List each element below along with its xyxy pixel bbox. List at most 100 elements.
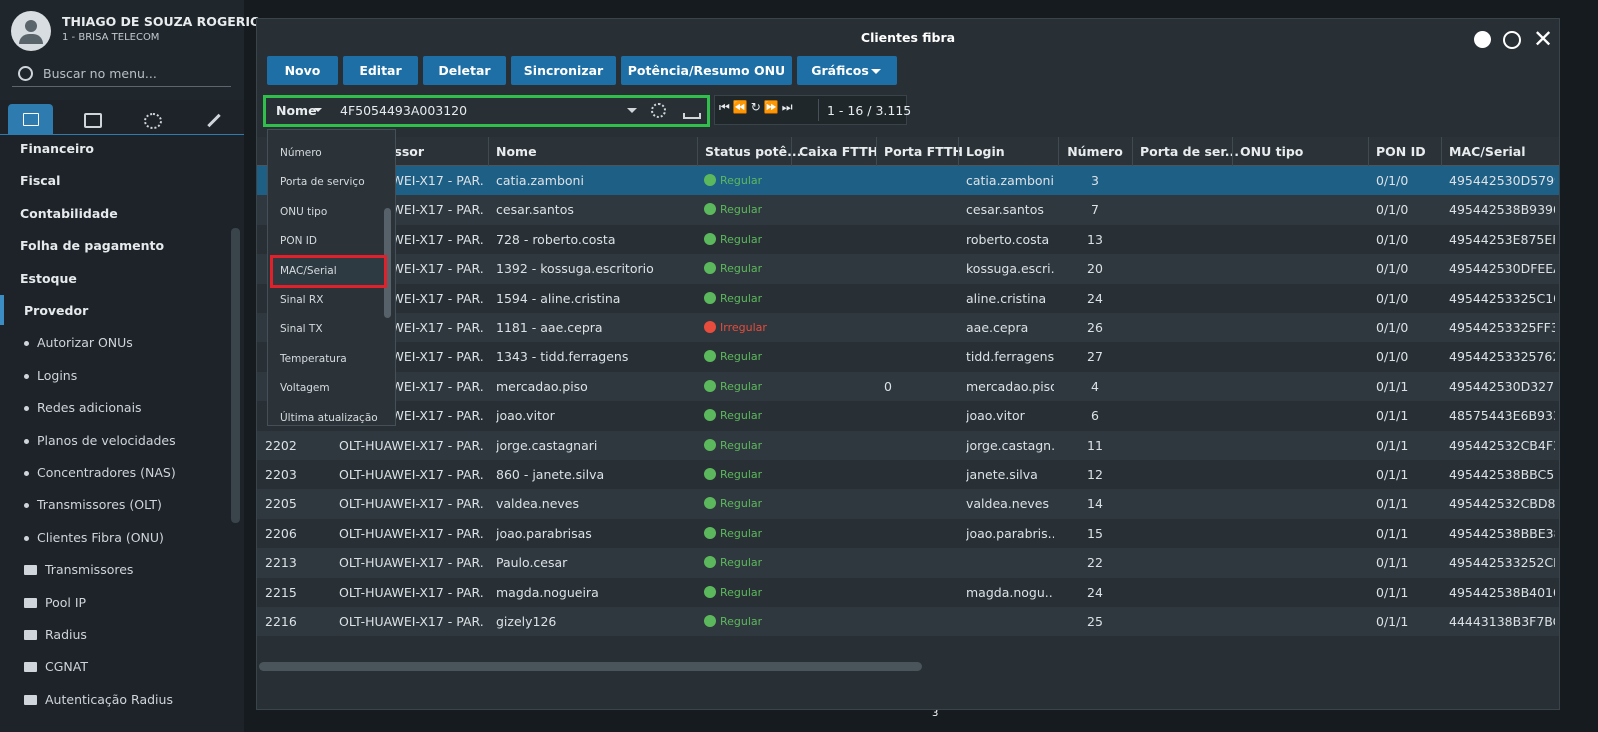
search-input[interactable]: Buscar no menu... [43,66,157,81]
settings-icon[interactable] [651,103,666,118]
column-header[interactable]: Porta FTTH [884,144,964,159]
column-header[interactable]: MAC/Serial [1449,144,1526,159]
column-header[interactable]: Número [1067,144,1123,159]
dropdown-option[interactable]: Porta de serviço [280,176,365,189]
column-header[interactable]: Login [966,144,1005,159]
menu-item[interactable]: Autorizar ONUs [37,335,133,351]
user-company: 1 - BRISA TELECOM [62,32,160,43]
dropdown-option[interactable]: MAC/Serial [280,264,337,277]
download-icon[interactable] [683,113,701,119]
pager-controls[interactable]: ⏮⏪↻⏩⏭ [719,100,796,114]
table-row[interactable] [257,489,1559,519]
menu-folder[interactable]: Pool IP [45,594,87,610]
menu-section[interactable]: Folha de pagamento [20,238,165,254]
dropdown-option[interactable]: Sinal TX [280,323,323,336]
table-cell: 44443138B3F7BC... [1449,614,1555,629]
menu-section[interactable]: Financeiro [20,141,94,156]
menu-section[interactable]: Contabilidade [20,205,118,221]
toolbar-button[interactable]: Sincronizar [511,56,616,85]
menu-item[interactable]: Logins [37,367,78,383]
column-header[interactable]: PON ID [1376,144,1426,159]
tab-print[interactable] [84,113,102,128]
bullet [24,438,29,444]
menu-folder[interactable]: CGNAT [45,659,88,675]
table-row[interactable] [257,166,1559,196]
toolbar-button[interactable]: Gráficos [797,56,897,85]
table-row[interactable] [257,548,1559,578]
toolbar-button[interactable]: Novo [267,56,338,85]
menu-section[interactable]: Fiscal [20,173,61,189]
sidebar-scrollbar[interactable] [231,228,240,523]
table-cell: aae.cepra [966,320,1029,335]
dropdown-option[interactable]: Sinal RX [280,294,324,306]
table-cell: 0/1/1 [1376,496,1409,512]
bullet [24,373,29,379]
table-cell: jorge.castagn... [966,437,1054,453]
table-row[interactable] [257,460,1559,490]
table-row[interactable] [257,342,1559,372]
table-cell: 0/1/1 [1376,614,1409,629]
menu-item[interactable]: Clientes Fibra (ONU) [37,529,164,545]
table-row[interactable] [257,195,1559,225]
table-cell: Regular [720,526,763,540]
tab-tools[interactable] [207,113,221,128]
menu-folder[interactable]: Autenticação Radius [45,691,173,707]
dropdown-option[interactable]: PON ID [280,235,317,248]
toolbar-button[interactable]: Deletar [423,56,506,85]
status-icon [704,615,716,627]
menu-item[interactable]: Transmissores (OLT) [37,497,162,513]
table-cell: 495442532CBD83... [1449,496,1555,512]
dropdown-option[interactable]: Temperatura [280,352,347,365]
table-cell: 49544253325FF348 [1449,320,1555,335]
tab-menu[interactable] [8,104,53,134]
dropdown-option[interactable]: Última atualização [280,411,378,424]
modal-title: Clientes fibra [860,30,956,45]
menu-item[interactable]: Concentradores (NAS) [37,465,176,480]
table-row[interactable] [257,577,1559,607]
toolbar-button[interactable]: Potência/Resumo ONU [621,56,792,85]
dropdown-option[interactable]: Número [280,147,322,159]
table-cell: Regular [720,232,763,246]
column-header[interactable]: Caixa FTTH [799,144,879,159]
table-header-bg [257,137,1559,166]
column-header[interactable]: ONU tipo [1240,144,1304,159]
h-scrollbar[interactable] [259,662,922,671]
table-row[interactable] [257,224,1559,255]
close-button[interactable]: ✕ [1533,25,1554,53]
history-button[interactable] [1503,31,1521,49]
table-row[interactable] [257,430,1559,460]
table-cell: kossuga.escri... [966,261,1054,277]
dropdown-scrollbar[interactable] [384,208,391,318]
dropdown-option[interactable]: Voltagem [280,382,330,395]
table-row[interactable] [257,283,1559,313]
column-header[interactable]: Status potê... [705,144,802,159]
table-cell: 26 [1087,320,1103,335]
filter-field[interactable]: Nome [276,103,317,118]
dropdown-option[interactable]: ONU tipo [280,205,328,218]
menu-section[interactable]: Estoque [20,270,77,286]
table-row[interactable] [257,371,1559,402]
modal: Clientes fibra ✕ Novo Editar Deletar Sincroni… [256,18,1560,710]
column-header[interactable]: Porta de ser... [1140,144,1239,159]
table-cell: 495442530D5799... [1449,173,1555,188]
column-header[interactable]: Nome [496,144,537,159]
table-cell: 495442530DFEEA... [1449,261,1555,277]
table-row[interactable] [257,607,1559,637]
filter-box [263,95,710,127]
folder-icon [24,597,37,608]
table-cell: 1181 - aae.cepra [496,320,603,335]
tab-settings[interactable] [144,113,162,129]
menu-folder[interactable]: Radius [45,627,87,642]
menu-folder[interactable]: Transmissores [45,562,134,578]
menu-item[interactable]: Planos de velocidades [37,432,176,448]
menu-item[interactable]: Redes adicionais [37,400,142,416]
toolbar-button[interactable]: Editar [343,56,418,85]
table-row[interactable] [257,254,1559,284]
help-button[interactable] [1474,31,1491,48]
table-row[interactable] [257,401,1559,431]
filter-value[interactable]: 4F5054493A003120 [340,103,468,118]
table-row[interactable] [257,518,1559,549]
table-row[interactable] [257,313,1559,343]
status-icon [704,174,716,186]
menu-active[interactable]: Provedor [24,303,89,318]
